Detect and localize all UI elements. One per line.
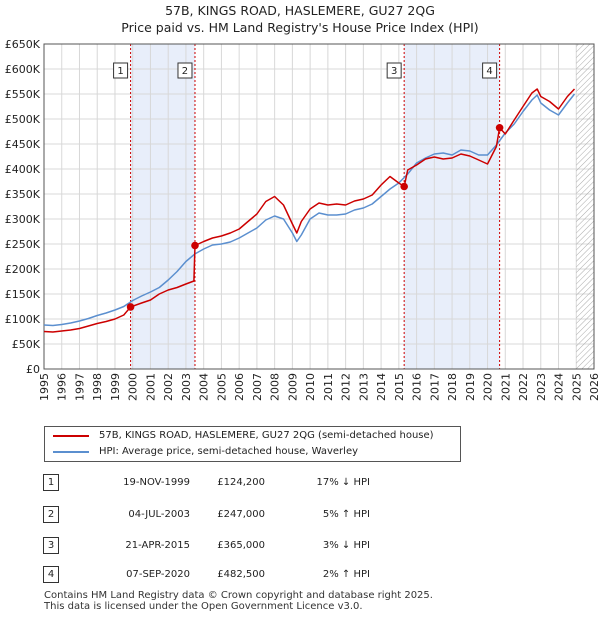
sale-date: 07-SEP-2020 [126, 569, 190, 580]
y-tick-label: £200K [5, 263, 41, 276]
sale-row: 1 19-NOV-1999 £124,200 17% ↓ HPI [0, 474, 600, 492]
plot-frame [43, 43, 595, 370]
sale-row: 4 07-SEP-2020 £482,500 2% ↑ HPI [0, 566, 600, 584]
y-tick-label: £150K [5, 288, 41, 301]
y-tick-label: £100K [5, 313, 41, 326]
sale-point [495, 123, 504, 132]
x-tick-label: 2005 [215, 373, 228, 401]
x-tick-label: 2020 [482, 373, 495, 401]
x-tick-label: 1997 [73, 373, 86, 401]
x-tick-label: 2013 [357, 373, 370, 401]
x-tick-label: 2024 [553, 373, 566, 401]
x-tick-label: 2016 [411, 373, 424, 401]
x-tick-label: 1998 [91, 373, 104, 401]
y-tick-label: £500K [5, 113, 41, 126]
legend-swatch-hpi [53, 451, 89, 453]
x-tick-label: 2006 [233, 373, 246, 401]
series-line-hpi [43, 93, 576, 327]
sale-price: £482,500 [217, 569, 265, 580]
legend-label-hpi: HPI: Average price, semi-detached house,… [99, 446, 359, 457]
sale-price: £365,000 [217, 540, 265, 551]
chart-title: 57B, KINGS ROAD, HASLEMERE, GU27 2QG Pri… [0, 2, 600, 36]
x-tick-label: 1995 [38, 373, 51, 401]
sale-annotation-label: 2 [182, 66, 188, 77]
series-line-property [43, 88, 576, 333]
x-tick-label: 2023 [535, 373, 548, 401]
x-tick-label: 2008 [269, 373, 282, 401]
sale-marker-badge: 3 [43, 537, 59, 554]
x-tick-label: 1999 [109, 373, 122, 401]
legend-label-property: 57B, KINGS ROAD, HASLEMERE, GU27 2QG (se… [99, 430, 434, 441]
x-tick-label: 2009 [286, 373, 299, 401]
footer: Contains HM Land Registry data © Crown c… [44, 590, 433, 612]
x-tick-label: 2026 [588, 373, 600, 401]
y-tick-label: £50K [12, 338, 41, 351]
y-tick-label: £650K [5, 38, 41, 51]
sale-hpi-diff: 3% ↓ HPI [322, 540, 370, 551]
y-tick-label: £300K [5, 213, 41, 226]
x-tick-label: 2021 [499, 373, 512, 401]
sale-price: £124,200 [217, 477, 265, 488]
sale-point [126, 303, 135, 311]
title-line-2: Price paid vs. HM Land Registry's House … [121, 20, 479, 35]
y-tick-label: £250K [5, 238, 41, 251]
sale-annotation-label: 3 [391, 66, 397, 77]
price-chart: £0 £50K £100K £150K £200K £250K £300K £350K £400… [5, 38, 600, 401]
y-tick-label: £400K [5, 163, 41, 176]
x-tick-label: 2011 [322, 373, 335, 401]
x-tick-label: 2019 [464, 373, 477, 401]
sale-row: 2 04-JUL-2003 £247,000 5% ↑ HPI [0, 506, 600, 524]
sale-annotation-box [177, 62, 193, 79]
x-tick-label: 1996 [56, 373, 69, 401]
x-tick-label: 2004 [198, 373, 211, 401]
y-tick-label: £550K [5, 88, 41, 101]
sale-date: 04-JUL-2003 [128, 509, 190, 520]
sale-annotation-label: 1 [117, 66, 123, 77]
sale-hpi-diff: 17% ↓ HPI [316, 477, 370, 488]
sale-point [400, 182, 408, 191]
sale-row: 3 21-APR-2015 £365,000 3% ↓ HPI [0, 537, 600, 555]
x-tick-label: 2014 [375, 373, 388, 401]
x-tick-label: 2022 [517, 373, 530, 401]
forecast-hatch [576, 44, 594, 369]
x-tick-label: 2017 [428, 373, 441, 401]
sale-marker-badge: 4 [43, 566, 59, 583]
sale-annotation-box [482, 62, 498, 79]
footer-copyright: Contains HM Land Registry data © Crown c… [44, 590, 433, 601]
sale-date: 19-NOV-1999 [123, 477, 190, 488]
x-tick-label: 2018 [446, 373, 459, 401]
x-tick-label: 2003 [180, 373, 193, 401]
sale-annotation-box [386, 62, 402, 79]
x-tick-label: 2002 [162, 373, 175, 401]
shaded-period [130, 44, 195, 369]
sale-point [191, 241, 199, 250]
sale-price: £247,000 [217, 509, 265, 520]
y-tick-label: £350K [5, 188, 41, 201]
sale-hpi-diff: 2% ↑ HPI [322, 569, 370, 580]
sale-annotation-box [113, 62, 129, 79]
sale-marker-badge: 2 [43, 506, 59, 523]
sale-date: 21-APR-2015 [125, 540, 190, 551]
x-tick-label: 2007 [251, 373, 264, 401]
title-line-1: 57B, KINGS ROAD, HASLEMERE, GU27 2QG [165, 3, 435, 18]
y-tick-label: £600K [5, 63, 41, 76]
x-tick-label: 2001 [144, 373, 157, 401]
footer-licence: This data is licensed under the Open Gov… [44, 601, 363, 612]
x-tick-label: 2025 [570, 373, 583, 401]
x-tick-label: 2012 [340, 373, 353, 401]
sale-annotation-label: 4 [486, 66, 492, 77]
sale-hpi-diff: 5% ↑ HPI [322, 509, 370, 520]
x-tick-label: 2015 [393, 373, 406, 401]
y-tick-label: £0 [26, 363, 40, 376]
x-tick-label: 2000 [127, 373, 140, 401]
x-tick-label: 2010 [304, 373, 317, 401]
y-tick-label: £450K [5, 138, 41, 151]
sale-marker-badge: 1 [43, 474, 59, 491]
legend-swatch-property [53, 435, 89, 437]
legend: 57B, KINGS ROAD, HASLEMERE, GU27 2QG (se… [44, 426, 461, 462]
